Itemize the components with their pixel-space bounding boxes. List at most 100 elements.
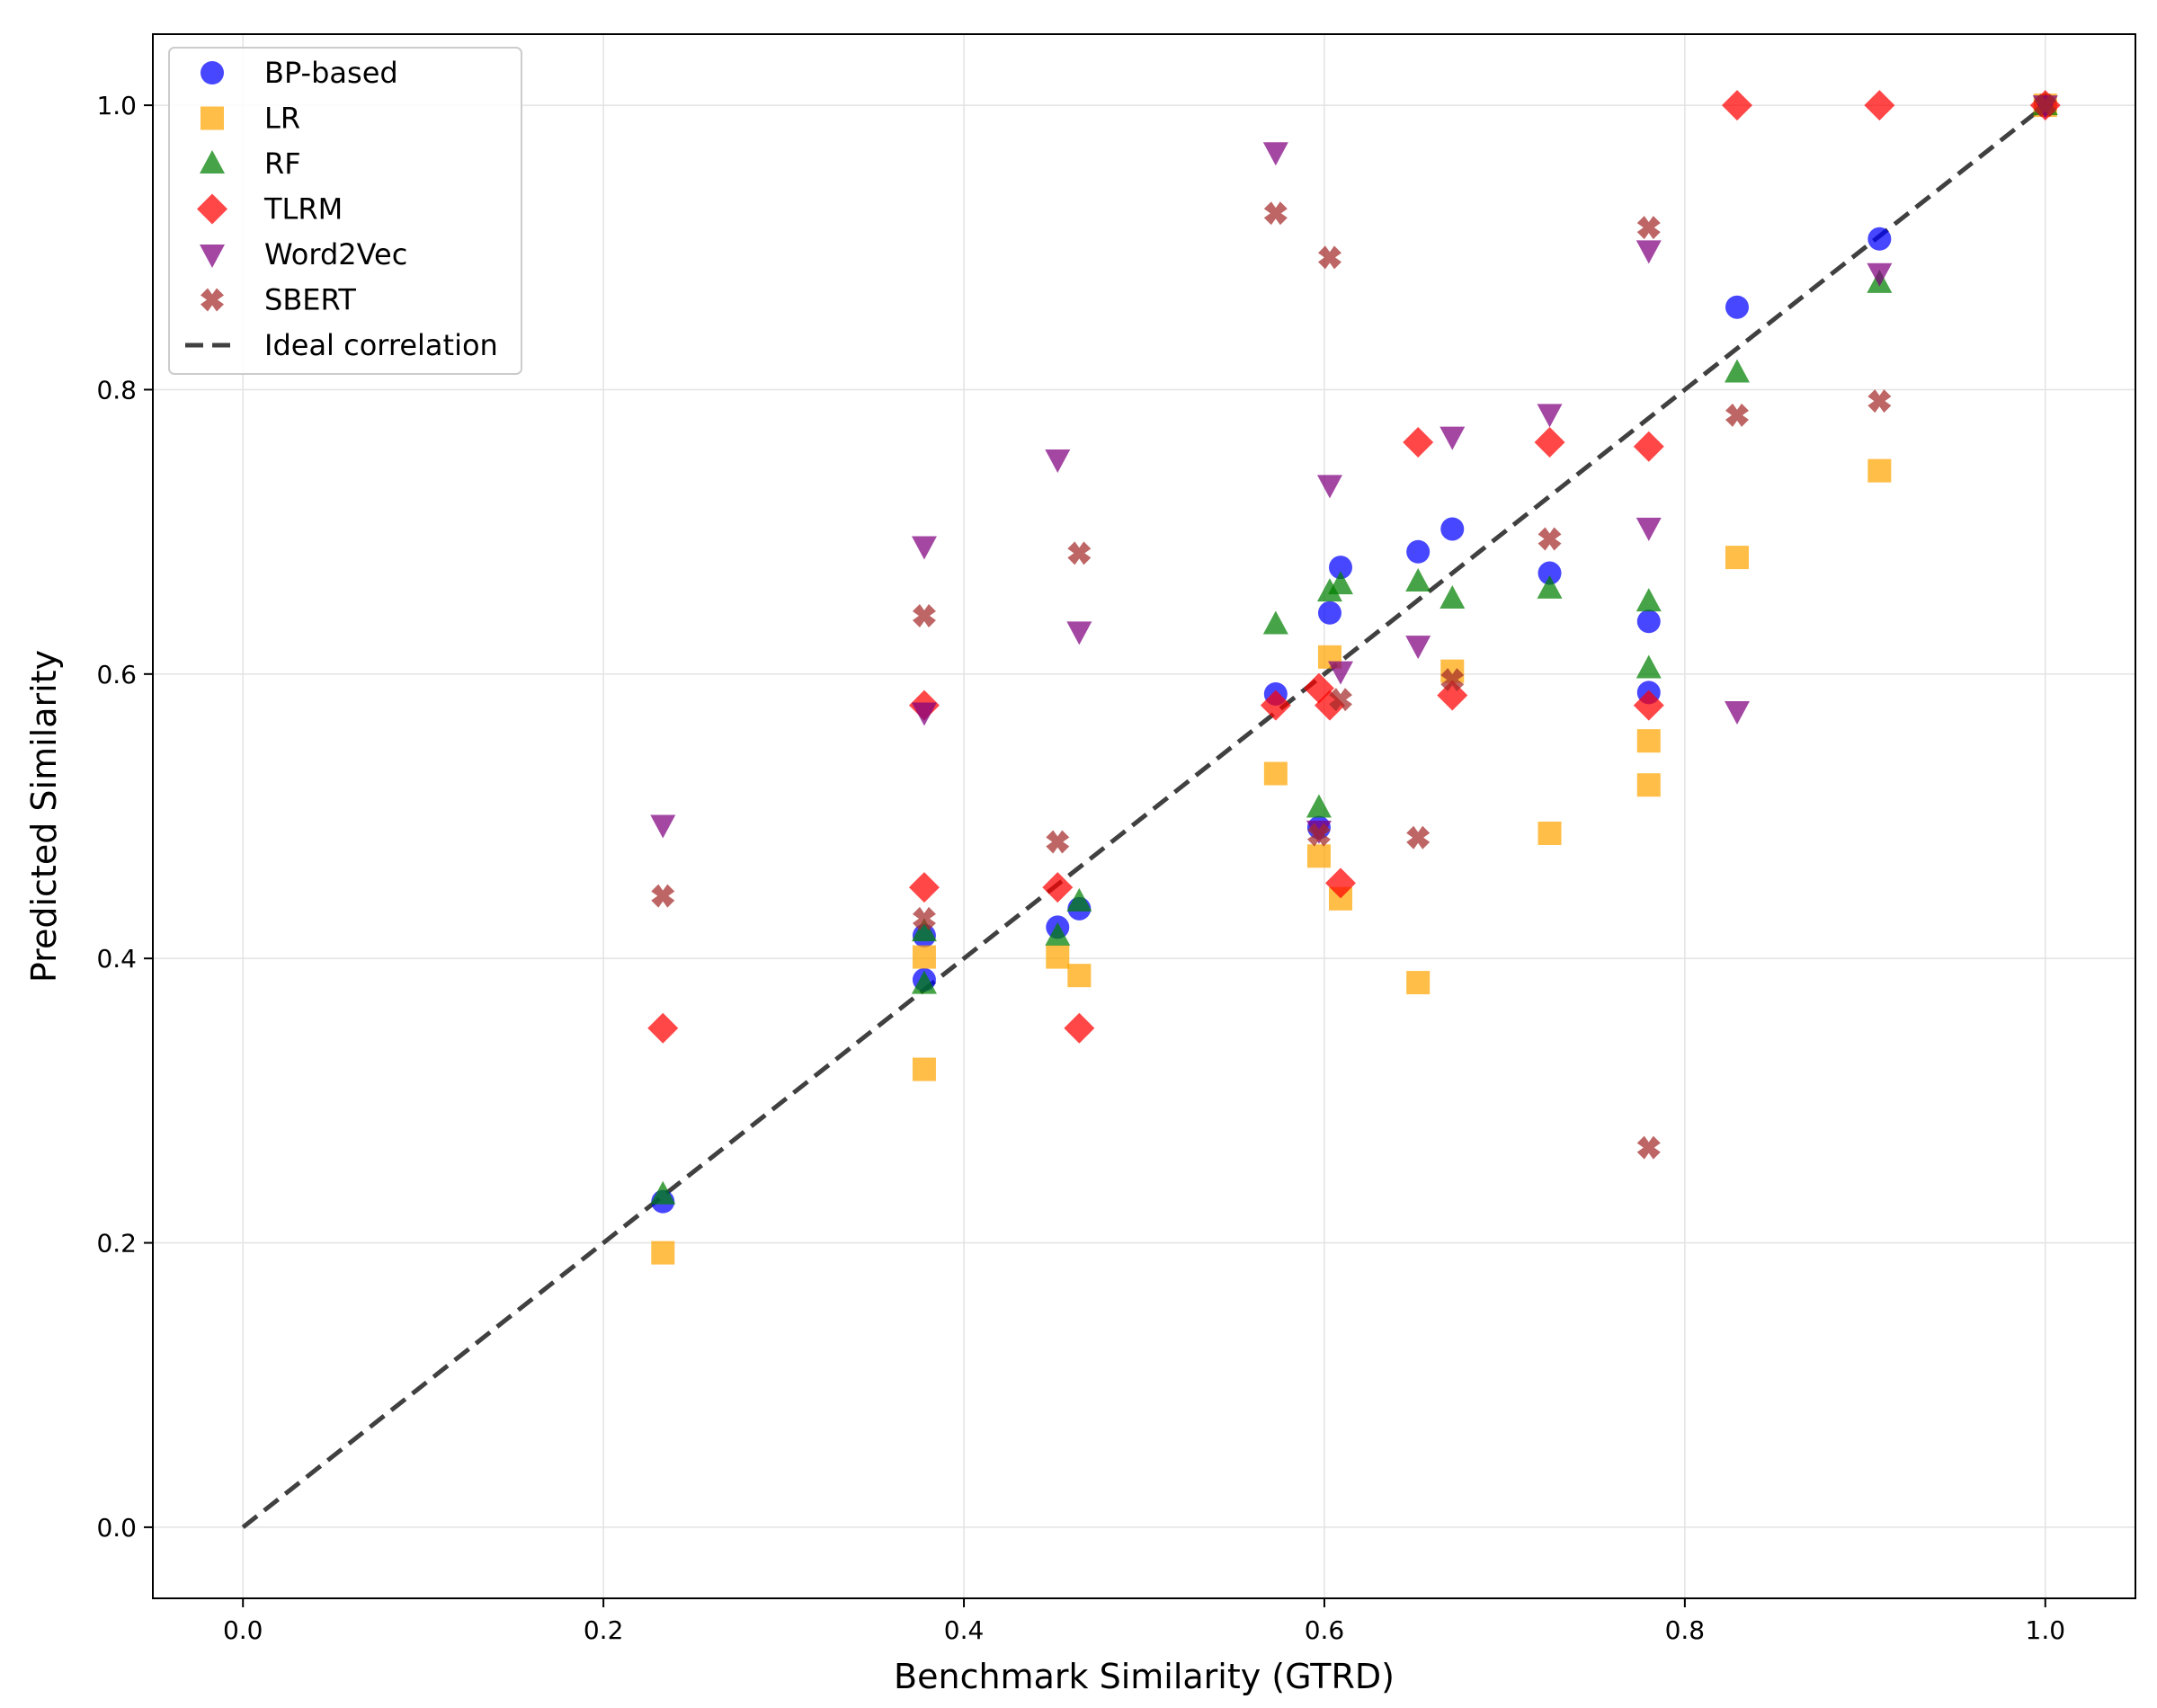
data-point: [1316, 475, 1342, 499]
data-point: [1636, 729, 1661, 753]
data-point: [1045, 921, 1071, 946]
data-point: [1045, 449, 1071, 473]
series-word2vec: [650, 95, 2058, 844]
legend-marker: [197, 193, 227, 225]
data-point: [911, 918, 937, 942]
data-point: [1867, 227, 1892, 251]
legend-label: BP-based: [264, 56, 398, 90]
data-point: [1406, 539, 1431, 564]
data-point: [1636, 216, 1661, 240]
data-point: [1406, 825, 1431, 850]
plot-frame: [152, 33, 2136, 1599]
y-tick-label: 0.6: [96, 660, 137, 689]
data-point: [908, 872, 940, 903]
legend-label: SBERT: [264, 283, 356, 317]
legend-marker: [200, 150, 225, 173]
reference-line-group: [241, 103, 2047, 1529]
legend-marker: [201, 288, 224, 312]
data-point: [1440, 517, 1465, 541]
axis-ticks: 0.0 0.2 0.4 0.6 0.8 1.0 0.0 0.2 0.4 0.6 0.8 1.0: [96, 91, 2065, 1645]
data-points: [647, 90, 2061, 1265]
series-lr: [651, 93, 2057, 1265]
y-tick-label: 0.8: [96, 375, 137, 405]
legend-marker: [201, 106, 224, 130]
legend-label: LR: [264, 102, 300, 136]
data-point: [1046, 830, 1070, 854]
data-point: [1724, 700, 1750, 725]
data-point: [1262, 142, 1288, 166]
data-point: [1324, 867, 1356, 899]
data-point: [651, 1241, 675, 1265]
legend-marker: [201, 61, 224, 85]
data-point: [1316, 578, 1342, 602]
data-point: [1260, 689, 1291, 721]
data-point: [1405, 568, 1431, 592]
data-point: [1725, 403, 1749, 427]
legend-label: Ideal correlation: [264, 328, 498, 362]
data-point: [1327, 661, 1353, 685]
data-point: [1537, 404, 1563, 428]
x-tick-label: 0.2: [584, 1615, 624, 1645]
data-point: [1406, 971, 1431, 995]
data-point: [1867, 458, 1892, 483]
data-point: [1538, 561, 1562, 585]
x-tick-label: 0.8: [1665, 1615, 1706, 1645]
legend-marker: [200, 245, 225, 268]
data-point: [1636, 240, 1662, 264]
data-point: [1721, 90, 1752, 121]
data-point: [1440, 668, 1465, 692]
data-point: [1328, 688, 1352, 712]
data-point: [1537, 574, 1563, 599]
data-point: [1306, 844, 1331, 868]
data-point: [651, 884, 675, 908]
series-sbert: [651, 93, 2057, 1160]
data-point: [1067, 964, 1092, 988]
x-tick-label: 1.0: [2026, 1615, 2066, 1645]
data-point: [1262, 610, 1288, 635]
data-point: [911, 970, 937, 994]
y-tick-label: 1.0: [96, 91, 137, 120]
data-point: [1633, 431, 1664, 462]
data-point: [650, 1180, 676, 1205]
data-point: [1538, 821, 1562, 845]
y-tick-label: 0.0: [96, 1513, 137, 1543]
data-point: [1066, 621, 1092, 645]
data-point: [1263, 201, 1288, 226]
legend-label: RF: [264, 147, 301, 181]
data-point: [1046, 945, 1070, 969]
y-axis-label: Predicted Similarity: [24, 650, 64, 983]
x-tick-label: 0.0: [223, 1615, 263, 1645]
data-point: [1636, 773, 1661, 797]
data-point: [1327, 571, 1353, 595]
data-point: [1263, 761, 1288, 786]
data-point: [912, 906, 936, 930]
data-point: [1403, 426, 1434, 458]
y-tick-label: 0.2: [96, 1229, 137, 1259]
y-tick-label: 0.4: [96, 944, 137, 974]
data-point: [1867, 389, 1892, 414]
x-tick-label: 0.6: [1305, 1615, 1345, 1645]
data-point: [650, 814, 676, 839]
data-point: [1636, 517, 1662, 541]
data-point: [911, 702, 937, 726]
data-point: [1725, 295, 1749, 319]
data-point: [911, 536, 937, 560]
data-point: [1725, 546, 1749, 570]
data-point: [647, 1012, 679, 1044]
data-point: [1636, 609, 1661, 634]
data-point: [1636, 1135, 1661, 1160]
data-point: [1439, 584, 1466, 609]
series-tlrm: [647, 90, 2061, 1044]
data-point: [1306, 794, 1332, 818]
legend-label: TLRM: [263, 192, 343, 227]
data-point: [1534, 426, 1565, 458]
data-point: [1439, 426, 1466, 450]
data-point: [1306, 823, 1331, 847]
x-tick-label: 0.4: [944, 1615, 985, 1645]
data-point: [1064, 1012, 1095, 1044]
data-point: [1067, 541, 1092, 565]
data-point: [1633, 689, 1664, 721]
legend-label: Word2Vec: [264, 237, 407, 271]
data-point: [912, 1057, 936, 1081]
